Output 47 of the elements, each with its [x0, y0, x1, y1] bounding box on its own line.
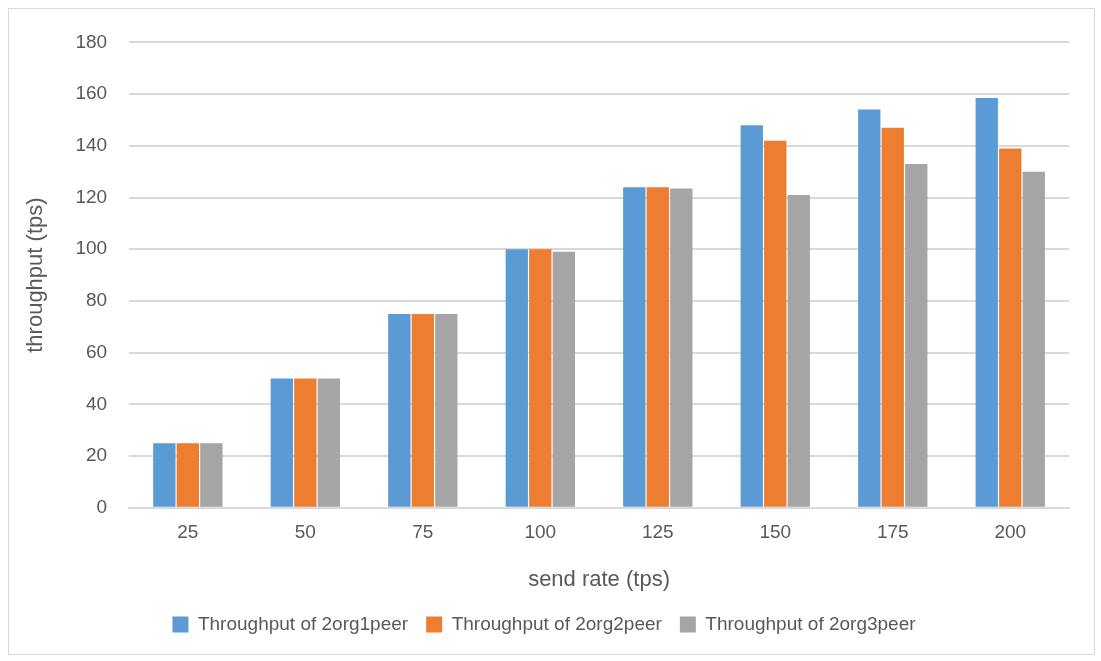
- bar: [411, 313, 434, 507]
- y-tick-label: 60: [85, 340, 108, 362]
- x-tick-label: 200: [994, 521, 1027, 543]
- bar: [153, 443, 176, 507]
- bar: [552, 251, 575, 507]
- y-tick-label: 140: [75, 134, 108, 156]
- bar: [388, 313, 411, 507]
- x-tick-label: 25: [177, 521, 199, 543]
- y-tick-label: 20: [85, 444, 108, 466]
- y-tick-label: 80: [85, 289, 108, 311]
- y-tick-label: 180: [75, 30, 108, 52]
- x-tick-label: 75: [412, 521, 434, 543]
- y-tick-label: 160: [75, 82, 108, 104]
- bar: [740, 125, 763, 507]
- bar: [975, 97, 998, 507]
- x-tick-label: 100: [524, 521, 557, 543]
- y-axis-title: throughput (tps): [22, 197, 48, 353]
- bar: [1022, 171, 1045, 507]
- bar: [999, 148, 1022, 507]
- bar: [646, 187, 669, 507]
- legend-label: Throughput of 2org3peer: [705, 612, 917, 634]
- bar: [505, 249, 528, 507]
- bar: [881, 127, 904, 507]
- bar: [623, 187, 646, 507]
- legend-label: Throughput of 2org2peer: [451, 612, 663, 634]
- bar: [529, 249, 552, 507]
- bar: [200, 443, 223, 507]
- x-tick-label: 50: [294, 521, 316, 543]
- bar: [670, 188, 693, 507]
- x-axis-title: send rate (tps): [528, 565, 670, 591]
- bar: [270, 378, 293, 507]
- bar: [764, 140, 787, 507]
- bar: [905, 163, 928, 507]
- x-tick-label: 125: [641, 521, 674, 543]
- bar: [294, 378, 317, 507]
- bar: [787, 194, 810, 507]
- x-tick-label: 175: [876, 521, 909, 543]
- y-tick-label: 120: [75, 185, 108, 207]
- y-tick-label: 100: [75, 237, 108, 259]
- bar: [858, 109, 881, 507]
- y-tick-label: 0: [96, 496, 108, 518]
- bar: [176, 443, 200, 507]
- bar: [435, 313, 458, 507]
- y-tick-label: 40: [85, 392, 108, 414]
- bar: [317, 378, 340, 507]
- legend-label: Throughput of 2org1peer: [197, 612, 409, 634]
- x-tick-label: 150: [759, 521, 792, 543]
